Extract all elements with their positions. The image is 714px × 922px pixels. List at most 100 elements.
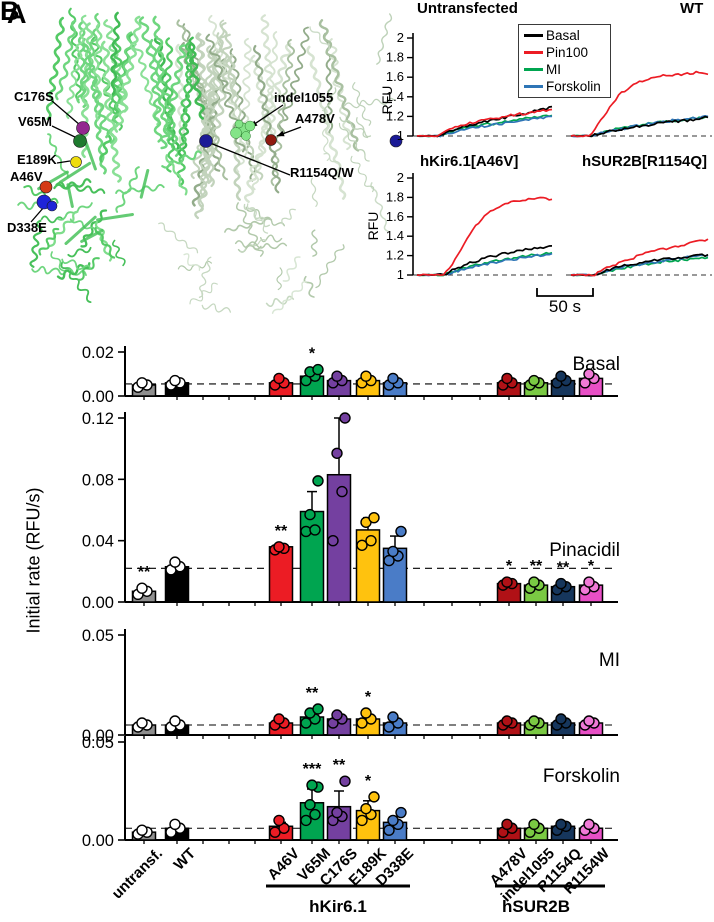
ribbon-coil: [216, 32, 264, 181]
significance-stars: **: [275, 523, 288, 540]
legend-line-swatch: [524, 68, 543, 71]
ribbon-coil: [370, 182, 389, 232]
data-point: [312, 703, 324, 715]
svg-text: 0.12: [82, 410, 114, 428]
data-point: [360, 707, 372, 719]
svg-text: 1.2: [386, 248, 404, 263]
data-point: [528, 576, 540, 588]
ribbon-coil: [50, 251, 65, 272]
ribbon-coil: [115, 183, 165, 195]
data-point: [528, 818, 540, 831]
data-point: [306, 779, 318, 791]
ribbon-coil: [323, 152, 341, 168]
data-point: [309, 524, 321, 536]
ribbon-coil: [303, 275, 315, 298]
ribbon-coil: [176, 41, 193, 187]
legend-label: Forskolin: [546, 79, 601, 94]
ribbon-coil: [53, 178, 92, 190]
legend-item-pin100: Pin100: [524, 44, 608, 61]
trace-basal: [570, 115, 709, 138]
svg-text: 1.8: [386, 50, 404, 65]
svg-text: 1: [397, 128, 404, 143]
trace-pin100: [570, 70, 709, 138]
mutation-label-r1154qw: R1154Q/W: [290, 165, 354, 180]
trace-title-wt: WT: [680, 0, 704, 17]
data-point: [304, 799, 316, 811]
significance-stars: *: [365, 773, 372, 790]
ribbon-coil: [177, 260, 213, 271]
ribbon-coil: [315, 244, 345, 289]
trace-forskolin: [416, 252, 553, 277]
ribbon-coil: [76, 12, 101, 104]
data-point: [583, 368, 595, 380]
data-point: [336, 485, 348, 498]
trace-mi: [570, 256, 709, 277]
ribbon-coil: [161, 150, 202, 169]
data-point: [387, 372, 399, 385]
ribbon-coil: [189, 282, 218, 305]
beta-strand: [80, 228, 104, 243]
svg-text: 0.00: [82, 594, 114, 612]
ribbon-coil: [54, 19, 77, 101]
svg-text: 0.02: [82, 344, 114, 362]
ribbon-coil: [253, 44, 281, 194]
significance-stars: ***: [303, 761, 322, 778]
scale-bar-label: 50 s: [548, 297, 582, 316]
svg-text: 0.05: [82, 627, 114, 645]
legend-label: Basal: [546, 28, 580, 43]
ribbon-coil: [260, 14, 277, 143]
panel-letter-a: A: [7, 0, 27, 29]
legend-label: Pin100: [546, 45, 589, 60]
ribbon-coil: [282, 256, 301, 282]
label-leader-line: [30, 206, 45, 223]
ribbon-coil: [61, 258, 91, 271]
ribbon-coil: [236, 202, 264, 257]
data-point: [278, 822, 290, 834]
ribbon-coil: [201, 303, 232, 313]
ribbon-coil: [355, 117, 369, 139]
bar-y-axis-label: Initial rate (RFU/s): [23, 487, 44, 634]
ribbon-coil: [47, 133, 69, 178]
data-point: [169, 556, 181, 568]
significance-stars: **: [138, 564, 151, 581]
ribbon-coil: [199, 45, 215, 197]
legend-item-basal: Basal: [524, 27, 608, 44]
ribbon-coil: [243, 42, 292, 204]
ribbon-coil: [82, 44, 110, 139]
data-point: [387, 711, 399, 723]
indel1055-site: [230, 127, 242, 139]
data-point: [169, 374, 181, 387]
legend-label: MI: [546, 62, 561, 77]
trace-pin100: [570, 238, 709, 277]
ribbon-coil: [67, 246, 92, 258]
data-point: [583, 818, 595, 831]
label-leader-line: [51, 125, 78, 139]
data-point: [136, 717, 148, 729]
trace-title-hkir61-a46v: hKir6.1[A46V]: [420, 153, 519, 170]
mutation-site-sphere: [70, 156, 82, 168]
mutation-label-a46v: A46V: [10, 169, 43, 184]
ribbon-coil: [164, 37, 176, 173]
svg-text: 0.00: [82, 388, 114, 406]
data-point: [273, 372, 285, 385]
ribbon-coil: [376, 13, 393, 65]
trace-title-hsur2b-r1154q: hSUR2B[R1154Q]: [582, 153, 708, 170]
ribbon-coil: [322, 87, 337, 121]
data-point: [300, 814, 312, 827]
data-point: [555, 577, 567, 590]
data-point: [501, 576, 513, 588]
svg-text: 2: [397, 170, 404, 185]
beta-strand: [58, 161, 92, 184]
data-point: [555, 818, 567, 831]
ribbon-coil: [276, 267, 283, 291]
ribbon-coil: [94, 220, 113, 262]
data-point: [331, 709, 343, 721]
data-point: [273, 814, 285, 827]
ribbon-coil: [259, 234, 283, 243]
ribbon-coil: [310, 229, 318, 257]
legend-line-swatch: [524, 51, 543, 54]
data-point: [501, 372, 513, 385]
indel1055-site: [244, 120, 256, 132]
ribbon-coil: [112, 239, 126, 267]
